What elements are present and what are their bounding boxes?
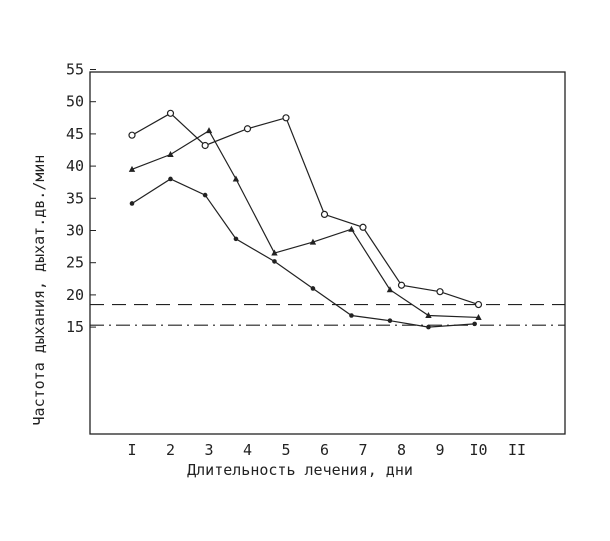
data-point — [425, 312, 432, 319]
data-point — [436, 288, 444, 296]
data-point — [387, 318, 393, 323]
data-point — [282, 114, 290, 122]
data-point — [232, 175, 240, 182]
y-tick-label: 20 — [66, 286, 84, 304]
data-point — [320, 210, 329, 218]
x-tick-label: 2 — [166, 441, 175, 459]
x-tick-label: 3 — [204, 441, 213, 459]
series-line — [131, 178, 475, 328]
plot-frame — [89, 71, 566, 435]
data-point — [272, 259, 277, 264]
x-axis-ticks: I 2 3 4 5 6 7 8 9 I0 II — [127, 441, 526, 459]
data-point — [166, 109, 175, 117]
y-axis-label: Частота дыхания, дыхат.дв./мин — [30, 155, 48, 426]
series-line — [131, 112, 479, 306]
data-point — [205, 127, 213, 134]
x-tick-label: 6 — [320, 441, 329, 459]
data-point — [167, 151, 174, 158]
y-tick-label: 35 — [66, 189, 84, 207]
data-point — [128, 131, 136, 139]
x-tick-label: 8 — [397, 441, 406, 459]
data-point — [475, 313, 482, 320]
data-point — [168, 176, 173, 182]
data-point — [243, 125, 252, 133]
reference-lines — [90, 304, 565, 326]
x-axis-label: Длительность лечения, дни — [187, 461, 413, 479]
data-point — [201, 141, 209, 150]
y-tick-label: 30 — [66, 222, 84, 240]
data-point — [271, 249, 278, 256]
x-tick-label: 7 — [358, 441, 367, 459]
y-tick-label: 40 — [66, 157, 84, 175]
x-tick-label: I0 — [469, 441, 487, 459]
data-point — [128, 165, 136, 172]
data-point — [359, 223, 367, 231]
y-tick-label: 55 — [66, 61, 84, 79]
data-point — [474, 300, 483, 309]
y-axis-ticks: 15 20 25 30 35 40 45 50 55 — [66, 61, 96, 336]
data-point — [233, 236, 239, 242]
data-point — [202, 192, 208, 198]
series-group — [128, 109, 483, 330]
x-tick-label: 9 — [435, 441, 444, 459]
data-point — [386, 286, 394, 293]
data-point — [309, 238, 317, 245]
data-point — [426, 324, 431, 330]
data-point — [310, 286, 316, 291]
x-tick-label: 4 — [243, 441, 252, 459]
series-line — [131, 129, 479, 319]
x-tick-label: I — [127, 441, 136, 459]
y-tick-label: 15 — [66, 318, 84, 336]
data-point — [397, 281, 406, 289]
x-tick-label: 5 — [281, 441, 290, 459]
x-tick-label: II — [508, 441, 526, 459]
y-tick-label: 45 — [66, 125, 84, 143]
y-tick-label: 50 — [66, 93, 84, 111]
y-tick-label: 25 — [66, 254, 84, 272]
data-point — [129, 201, 135, 206]
data-point — [349, 313, 354, 318]
data-point — [348, 225, 355, 232]
data-point — [472, 321, 477, 327]
